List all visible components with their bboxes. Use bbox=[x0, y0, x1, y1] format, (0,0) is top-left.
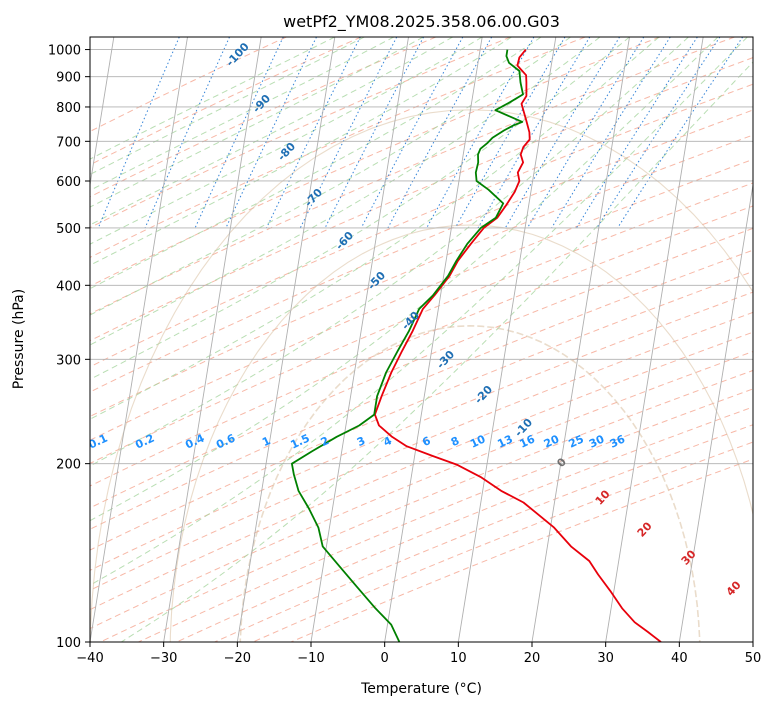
x-tick-label: 20 bbox=[524, 651, 541, 666]
mixing-ratio-label: 36 bbox=[608, 432, 628, 450]
mixing-ratio-label: 20 bbox=[542, 432, 562, 450]
moist-adiabat bbox=[90, 37, 719, 522]
moist-adiabat bbox=[90, 37, 512, 266]
y-tick-label: 700 bbox=[56, 135, 81, 150]
y-tick-label: 1000 bbox=[48, 44, 81, 59]
isotherm bbox=[90, 37, 115, 188]
mixing-ratio-line bbox=[324, 37, 425, 229]
mixing-ratio-line bbox=[97, 37, 180, 229]
y-tick-label: 100 bbox=[56, 636, 81, 651]
moist-adiabat bbox=[90, 37, 336, 160]
isotherm bbox=[310, 37, 409, 642]
dry-adiabat bbox=[90, 57, 753, 342]
mixing-ratio-line bbox=[617, 37, 744, 229]
mixing-ratio-line bbox=[526, 37, 645, 229]
plot-frame bbox=[89, 36, 754, 643]
isotherm bbox=[605, 37, 704, 642]
x-tick-label: 30 bbox=[597, 651, 614, 666]
moist-adiabat bbox=[90, 37, 601, 346]
moist-adiabat bbox=[90, 37, 748, 586]
temperature-profile bbox=[374, 49, 662, 642]
x-tick-label: 0 bbox=[381, 651, 389, 666]
x-tick-label: 40 bbox=[671, 651, 688, 666]
mixing-ratio-line bbox=[504, 37, 621, 229]
y-tick-label: 200 bbox=[56, 458, 81, 473]
isotherm bbox=[678, 182, 753, 642]
moist-adiabat bbox=[90, 37, 453, 226]
moist-adiabat bbox=[90, 37, 542, 290]
y-tick-label: 400 bbox=[56, 279, 81, 294]
isotherm bbox=[163, 37, 262, 642]
dry-adiabat bbox=[90, 182, 753, 465]
isotherm bbox=[236, 37, 336, 642]
moist-adiabat bbox=[90, 37, 395, 191]
y-tick-label: 600 bbox=[56, 175, 81, 190]
dry-adiabat bbox=[90, 83, 753, 368]
dry-adiabat bbox=[90, 37, 586, 258]
dewpoint-profile bbox=[291, 49, 524, 642]
x-tick-label: 10 bbox=[450, 651, 467, 666]
dry-adiabat bbox=[90, 331, 753, 611]
mixing-ratio-label: 10 bbox=[468, 432, 488, 450]
mixing-ratio-line bbox=[575, 37, 698, 229]
guide-arc bbox=[169, 224, 753, 642]
x-tick-label: −30 bbox=[150, 651, 177, 666]
dry-adiabat bbox=[90, 37, 735, 315]
dry-adiabat bbox=[90, 205, 753, 487]
dry-adiabat bbox=[90, 134, 753, 418]
mixing-ratio-line bbox=[596, 37, 721, 229]
dry-adiabat bbox=[90, 249, 753, 530]
y-tick-label: 300 bbox=[56, 353, 81, 368]
mixing-ratio-label: 16 bbox=[518, 432, 538, 450]
x-tick-label: −40 bbox=[76, 651, 103, 666]
moist-adiabat bbox=[90, 37, 660, 420]
dry-adiabat bbox=[90, 37, 660, 287]
y-tick-label: 800 bbox=[56, 101, 81, 116]
x-axis-label: Temperature (°C) bbox=[360, 681, 482, 697]
plot-area bbox=[90, 37, 753, 642]
mixing-ratio-line bbox=[266, 37, 361, 229]
moist-adiabat bbox=[90, 37, 571, 316]
y-tick-label: 500 bbox=[56, 222, 81, 237]
mixing-ratio-line bbox=[551, 37, 671, 229]
dry-adiabat bbox=[90, 37, 436, 198]
isotherm bbox=[90, 37, 188, 642]
axes: −40 −30 −20 −10 0 10 20 30 40 50 100 200 300 400 500 60… bbox=[48, 44, 761, 666]
x-tick-label: 50 bbox=[745, 651, 762, 666]
x-tick-label: −20 bbox=[224, 651, 251, 666]
mixing-ratio-line bbox=[360, 37, 464, 229]
isotherm bbox=[384, 37, 483, 642]
mixing-ratio-line bbox=[387, 37, 493, 229]
dry-adiabat bbox=[90, 311, 753, 591]
mixing-ratio-label: 25 bbox=[566, 432, 585, 450]
moist-adiabat bbox=[90, 37, 483, 245]
guide-arc bbox=[239, 324, 701, 642]
dry-adiabat bbox=[138, 388, 753, 642]
x-tick-label: −10 bbox=[297, 651, 324, 666]
y-axis-label: Pressure (hPa) bbox=[11, 289, 27, 389]
isotherm bbox=[457, 37, 557, 642]
y-tick-label: 900 bbox=[56, 71, 81, 86]
chart-title: wetPf2_YM08.2025.358.06.00.G03 bbox=[283, 12, 560, 32]
moist-adiabat bbox=[121, 61, 753, 642]
mixing-ratio-label: 13 bbox=[495, 432, 514, 450]
moist-adiabat bbox=[90, 37, 365, 175]
moist-adiabat bbox=[90, 37, 689, 467]
isotherm bbox=[531, 37, 630, 642]
mixing-ratio-label: 30 bbox=[587, 432, 607, 450]
moist-adiabat bbox=[90, 37, 424, 208]
dry-adiabat bbox=[90, 37, 362, 166]
dry-adiabat bbox=[100, 369, 753, 642]
